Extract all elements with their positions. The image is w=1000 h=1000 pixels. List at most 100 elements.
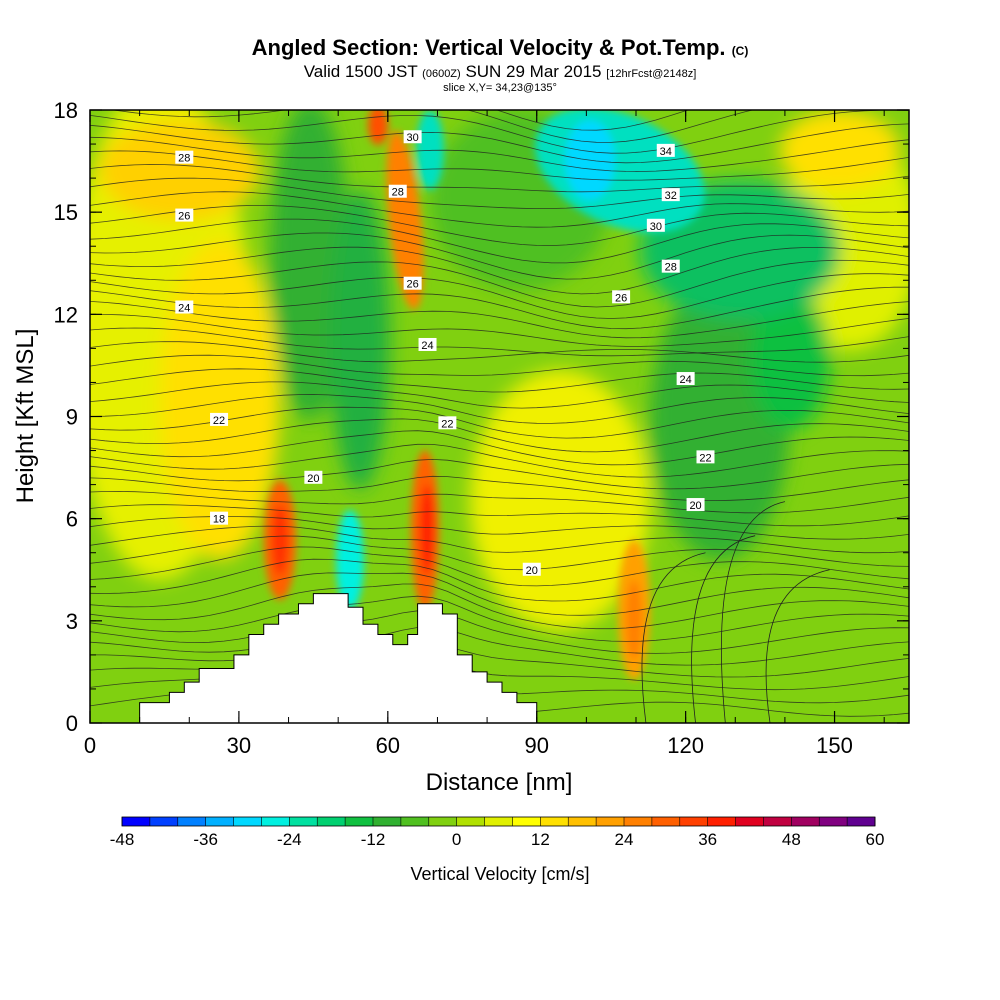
contour-label: 22 — [213, 415, 225, 427]
colorbar-swatch — [373, 817, 402, 826]
contour-label: 30 — [407, 132, 419, 144]
colorbar-tick-label: -36 — [193, 830, 218, 849]
field-updraft-east-core — [626, 580, 642, 660]
theta-contour-line — [90, 259, 909, 308]
x-tick-label: 30 — [227, 733, 251, 758]
theta-contour-line — [90, 610, 909, 654]
field-cyan-top — [416, 110, 444, 190]
theta-contour-line — [90, 525, 909, 554]
colorbar-swatch — [512, 817, 541, 826]
colorbar-tick-label: -12 — [361, 830, 386, 849]
colorbar-swatch — [568, 817, 597, 826]
chart-header: Angled Section: Vertical Velocity & Pot.… — [0, 36, 1000, 94]
theta-contour-line — [90, 286, 909, 330]
theta-contour-line — [90, 504, 909, 527]
colorbar-swatch — [317, 817, 346, 826]
theta-contour-line — [90, 354, 909, 377]
colorbar-swatch — [484, 817, 513, 826]
contour-label-bg — [403, 276, 422, 290]
contour-label-bg — [175, 150, 194, 164]
colorbar-swatch — [233, 817, 262, 826]
theta-contour-line — [495, 110, 690, 131]
y-axis-label: Height [Kft MSL] — [12, 329, 39, 504]
contour-label-bg — [418, 337, 437, 351]
contour-label: 20 — [689, 500, 701, 512]
contour-label: 34 — [660, 146, 672, 158]
theta-contour-line — [90, 558, 909, 602]
colorbar-tick-label: 48 — [782, 830, 801, 849]
contour-label-bg — [656, 143, 675, 157]
theta-contour-line — [90, 644, 909, 678]
colorbar-swatch — [679, 817, 709, 826]
colorbar-swatch — [289, 817, 318, 826]
theta-contour-line — [90, 150, 909, 181]
contour-label-bg — [686, 498, 705, 512]
y-axis: 0 3 6 9 12 15 18 — [54, 98, 909, 736]
contour-label: 24 — [421, 340, 433, 352]
theta-contour-line — [90, 572, 909, 616]
theta-contour-line — [90, 443, 909, 478]
terrain — [90, 593, 538, 724]
contour-label-bg — [388, 184, 407, 198]
contour-label: 28 — [392, 187, 404, 199]
theta-contour-line — [90, 136, 909, 172]
theta-contour-line — [90, 110, 909, 154]
contour-label: 18 — [213, 514, 225, 526]
colorbar-swatch — [400, 817, 430, 826]
colorbar-swatch — [345, 817, 374, 826]
contour-label-bg — [661, 188, 680, 202]
theta-contour-line — [90, 204, 909, 247]
theta-contour-line — [90, 490, 909, 514]
contour-label-bg — [676, 372, 695, 386]
subtitle-date: SUN 29 Mar 2015 — [465, 62, 602, 81]
contour-label-bg — [661, 259, 680, 273]
theta-contour-line — [90, 381, 909, 409]
theta-contour-line — [90, 583, 909, 630]
field-updraft-west-core — [272, 505, 288, 575]
x-tick-label: 60 — [376, 733, 400, 758]
theta-contour-line — [721, 501, 785, 723]
theta-contour-line — [90, 626, 909, 666]
contour-label-bg — [696, 450, 715, 464]
field-gold-top — [100, 120, 260, 220]
theta-contour-line — [90, 246, 909, 295]
theta-contour-line — [90, 546, 909, 587]
contour-label: 32 — [665, 190, 677, 202]
theta-contour-line — [90, 164, 909, 193]
theta-contour-line — [90, 273, 909, 319]
y-tick-label: 6 — [66, 507, 78, 532]
colorbar-swatch — [540, 817, 569, 826]
chart-title-suffix: (C) — [731, 44, 749, 58]
y-tick-label: 9 — [66, 405, 78, 430]
contour-label-bg — [646, 218, 665, 232]
contour-label: 26 — [407, 279, 419, 291]
contour-label-bg — [175, 300, 194, 314]
y-tick-label: 0 — [66, 711, 78, 736]
contour-label: 28 — [178, 153, 190, 165]
y-tick-label: 18 — [54, 98, 78, 123]
theta-contours — [90, 110, 909, 723]
colorbar-swatch — [735, 817, 764, 826]
colorbar-tick-label: 0 — [452, 830, 461, 849]
theta-contour-line — [90, 314, 909, 347]
contour-label-bg — [612, 290, 631, 304]
contour-label-bg — [210, 511, 229, 525]
contour-label-bg — [210, 412, 229, 426]
colorbar-swatch — [791, 817, 820, 826]
contour-label: 24 — [178, 303, 190, 315]
colorbar-swatch — [596, 817, 625, 826]
theta-contour-line — [90, 430, 909, 466]
colorbar-tick-label: -48 — [110, 830, 135, 849]
theta-contour-line — [90, 301, 909, 339]
colorbar-tick-label: 60 — [866, 830, 885, 849]
colorbar-tick-label: 24 — [615, 830, 634, 849]
contour-label: 22 — [699, 452, 711, 464]
colorbar-tick-label: -24 — [277, 830, 302, 849]
vertical-velocity-field — [90, 110, 909, 723]
colorbar-swatch — [205, 817, 235, 826]
theta-contour-line — [90, 327, 909, 357]
theta-contour-line — [691, 535, 756, 723]
contour-label-bg — [403, 130, 422, 144]
contour-label: 24 — [680, 374, 692, 386]
field-green-east-core — [750, 290, 830, 430]
